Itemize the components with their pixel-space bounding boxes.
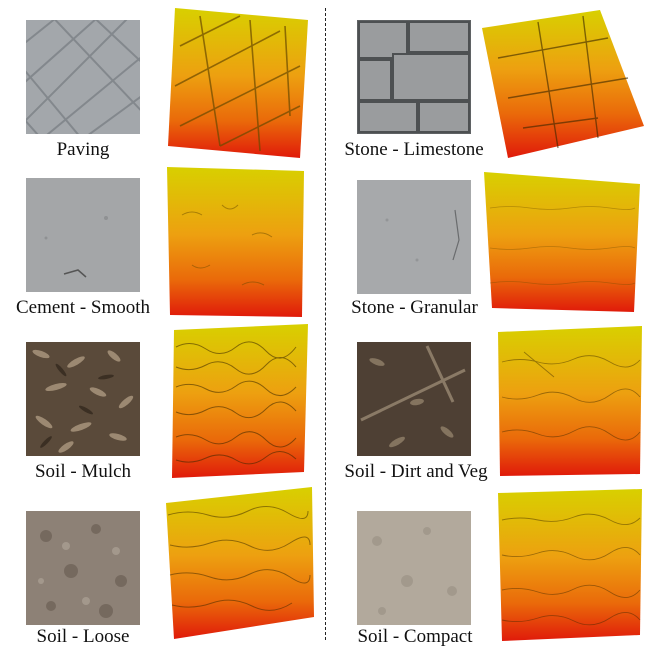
panel-label: Cement - Smooth	[15, 297, 151, 318]
granular-stone-texture-photo	[357, 180, 471, 294]
dirt-vegetation-height-map	[498, 326, 642, 476]
panel-label: Soil - Loose	[36, 626, 130, 647]
column-divider	[325, 8, 326, 640]
limestone-height-map	[482, 10, 644, 158]
panel-label: Soil - Dirt and Veg	[344, 461, 488, 482]
compact-soil-height-map	[498, 489, 642, 641]
granular-stone-height-map	[484, 172, 640, 312]
paving-texture-photo	[26, 20, 140, 134]
limestone-texture-photo	[357, 20, 471, 134]
panel-label: Stone - Granular	[351, 297, 478, 318]
compact-soil-texture-photo	[357, 511, 471, 625]
panel-label: Soil - Mulch	[34, 461, 132, 482]
cement-texture-photo	[26, 178, 140, 292]
mulch-height-map	[172, 324, 308, 478]
panel-label: Paving	[56, 139, 110, 160]
panel-label: Stone - Limestone	[344, 139, 484, 160]
panel-label: Soil - Compact	[357, 626, 473, 647]
dirt-vegetation-texture-photo	[357, 342, 471, 456]
loose-soil-texture-photo	[26, 511, 140, 625]
mulch-texture-photo	[26, 342, 140, 456]
cement-height-map	[167, 167, 304, 317]
paving-height-map	[168, 8, 308, 158]
loose-soil-height-map	[166, 487, 314, 639]
